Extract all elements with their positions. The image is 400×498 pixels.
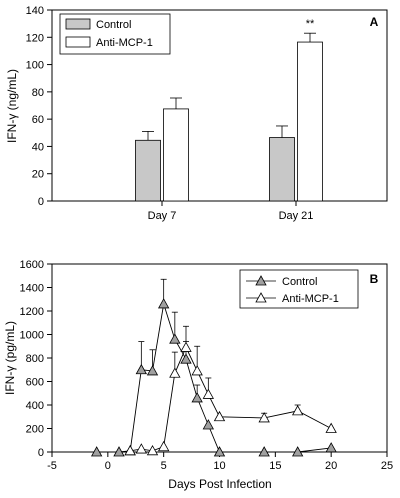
y-tick-label: 20 — [32, 169, 44, 181]
panel-a-legend: Control Anti-MCP-1 — [59, 13, 171, 55]
y-tick-label: 80 — [32, 87, 44, 99]
panel-b-y-ticks: 0 200 400 600 800 1000 1200 1400 1600 — [20, 259, 52, 459]
panel-a-x-ticks: Day 7 Day 21 — [148, 201, 314, 222]
data-point-anti-mcp-1 — [169, 367, 181, 378]
legend-label-anti-mcp-1: Anti-MCP-1 — [96, 37, 153, 49]
panel-b-label: B — [370, 272, 379, 286]
legend-label-control: Control — [96, 19, 131, 31]
y-tick-label: 200 — [26, 424, 44, 436]
series-line-control — [96, 303, 332, 453]
y-tick-label: 140 — [26, 5, 44, 17]
series-anti-mcp-1 — [124, 325, 337, 456]
y-tick-label: 1200 — [20, 306, 44, 318]
data-point-anti-mcp-1 — [124, 445, 136, 456]
x-tick-label: 20 — [325, 460, 337, 472]
x-tick-label: Day 7 — [148, 210, 177, 222]
data-point-anti-mcp-1 — [180, 341, 192, 352]
y-tick-label: 600 — [26, 377, 44, 389]
data-point-control — [258, 446, 270, 457]
legend-marker-control — [255, 275, 267, 286]
panel-b-y-axis-label: IFN-γ (pg/mL) — [3, 321, 17, 395]
legend-marker-anti-mcp-1 — [255, 292, 267, 303]
x-tick-label: 5 — [161, 460, 167, 472]
panel-b-legend: Control Anti-MCP-1 — [239, 269, 359, 309]
y-tick-label: 1400 — [20, 283, 44, 295]
data-point-control — [135, 363, 148, 375]
data-point-control — [157, 298, 170, 309]
significance-marker: ** — [306, 18, 315, 30]
y-tick-label: 400 — [26, 400, 44, 412]
x-tick-label: Day 21 — [279, 210, 314, 222]
y-tick-label: 100 — [26, 60, 44, 72]
data-point-anti-mcp-1 — [213, 410, 226, 422]
data-point-control — [291, 446, 304, 457]
data-point-anti-mcp-1 — [202, 388, 215, 399]
data-point-control — [113, 446, 125, 457]
y-tick-label: 60 — [32, 114, 44, 126]
panel-a-bars: ** — [135, 18, 323, 202]
x-tick-label: 0 — [105, 460, 111, 472]
x-tick-label: -5 — [47, 460, 57, 472]
panel-a-plot-frame — [51, 9, 388, 202]
data-point-anti-mcp-1 — [146, 445, 159, 456]
y-tick-label: 0 — [38, 447, 44, 459]
panel-b-series — [90, 278, 337, 457]
data-point-control — [213, 446, 226, 457]
legend-swatch-anti-mcp-1 — [65, 36, 91, 48]
y-tick-label: 0 — [38, 196, 44, 208]
y-tick-label: 40 — [32, 141, 44, 153]
panel-a-label: A — [370, 15, 379, 29]
bar-anti-mcp-1-day-21 — [297, 41, 323, 202]
data-point-anti-mcp-1 — [135, 443, 148, 454]
panel-b-x-ticks: -5 0 5 10 15 20 25 — [47, 452, 393, 472]
data-point-control — [90, 446, 103, 457]
data-point-control — [202, 419, 215, 430]
data-point-control — [191, 392, 203, 403]
x-tick-label: 25 — [381, 460, 393, 472]
panel-a-y-ticks: 0 20 40 60 80 100 120 140 — [26, 5, 52, 208]
x-tick-label: 10 — [213, 460, 225, 472]
y-tick-label: 1000 — [20, 330, 44, 342]
legend-label-control: Control — [282, 276, 317, 288]
panel-a-y-axis-label: IFN-γ (ng/mL) — [5, 69, 19, 143]
data-point-anti-mcp-1 — [291, 405, 304, 416]
panel-a-bar-chart: A IFN-γ (ng/mL) 0 20 40 60 80 100 120 140 Day 7… — [5, 5, 388, 222]
data-point-control — [146, 365, 159, 376]
data-point-anti-mcp-1 — [258, 412, 270, 423]
y-tick-label: 1600 — [20, 259, 44, 271]
panel-b-x-axis-label: Days Post Infection — [168, 477, 271, 491]
data-point-anti-mcp-1 — [191, 365, 203, 376]
data-point-control — [169, 333, 181, 344]
series-line-anti-mcp-1 — [130, 346, 332, 452]
data-point-anti-mcp-1 — [157, 440, 170, 452]
bar-anti-mcp-1-day-7 — [163, 108, 189, 202]
panel-b-line-chart: B IFN-γ (pg/mL) Days Post Infection 0200… — [3, 259, 393, 491]
data-point-control — [325, 442, 337, 453]
bar-control-day-7 — [135, 139, 161, 202]
data-point-anti-mcp-1 — [325, 422, 337, 433]
data-point-control — [180, 353, 192, 364]
y-tick-label: 800 — [26, 353, 44, 365]
legend-swatch-control — [65, 18, 91, 30]
bar-control-day-21 — [269, 137, 295, 202]
y-tick-label: 120 — [26, 32, 44, 44]
x-tick-label: 15 — [269, 460, 281, 472]
legend-label-anti-mcp-1: Anti-MCP-1 — [282, 293, 339, 305]
